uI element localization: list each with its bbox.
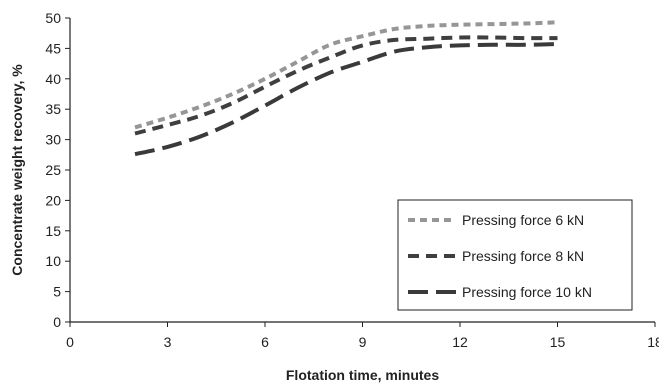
y-tick-label: 30 (45, 132, 61, 148)
y-tick-label: 40 (45, 71, 61, 87)
x-tick-label: 6 (261, 334, 269, 350)
y-tick-label: 5 (53, 284, 61, 300)
y-tick-label: 45 (45, 40, 61, 56)
x-tick-label: 15 (550, 334, 566, 350)
x-tick-label: 9 (359, 334, 367, 350)
y-tick-label: 25 (45, 162, 61, 178)
y-tick-label: 10 (45, 253, 61, 269)
series-line-3 (134, 42, 558, 157)
y-tick-label: 50 (45, 10, 61, 26)
legend-label-3: Pressing force 10 kN (462, 284, 592, 300)
x-axis-title: Flotation time, minutes (286, 367, 439, 383)
legend-label-2: Pressing force 8 kN (462, 248, 584, 264)
x-tick-label: 0 (66, 334, 74, 350)
legend: Pressing force 6 kN Pressing force 8 kN Pr… (397, 199, 633, 311)
legend-label-1: Pressing force 6 kN (462, 212, 584, 228)
y-tick-label: 0 (53, 314, 61, 330)
x-tick-label: 3 (164, 334, 172, 350)
y-tick-label: 20 (45, 192, 61, 208)
y-axis-title: Concentrate weight recovery, % (9, 64, 25, 276)
ticks-layer: 0 5 10 15 20 25 30 35 40 45 50 0 3 6 9 12 15 18 (45, 10, 659, 350)
y-tick-label: 15 (45, 223, 61, 239)
x-tick-label: 12 (452, 334, 468, 350)
x-tick-label: 18 (647, 334, 659, 350)
series-line-1 (134, 20, 558, 130)
series-line-2 (134, 35, 558, 136)
series-layer (134, 20, 558, 157)
y-tick-label: 35 (45, 101, 61, 117)
